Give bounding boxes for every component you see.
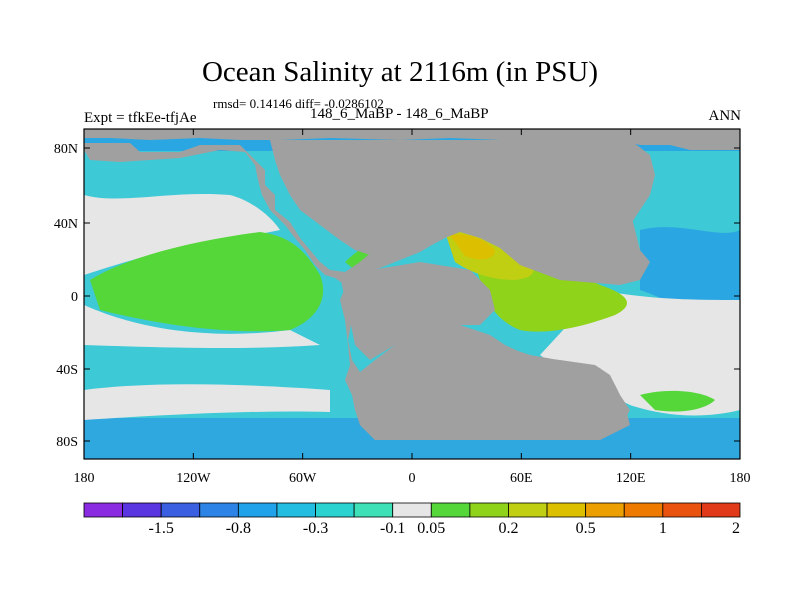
y-tick-label: 40N <box>54 217 78 232</box>
colorbar-labels: -1.5 -0.8 -0.3 -0.1 0.05 0.2 0.5 1 2 <box>149 520 740 537</box>
colorbar-label: -0.1 <box>380 520 405 537</box>
colorbar-swatch <box>701 502 741 518</box>
positive-anomaly-south <box>640 390 715 412</box>
colorbar-label: 2 <box>732 520 740 537</box>
colorbar-swatch <box>353 502 394 518</box>
colorbar-swatch <box>392 502 432 518</box>
x-tick-label: 180 <box>730 471 751 486</box>
colorbar-swatch <box>430 502 471 518</box>
y-tick-label: 40S <box>56 363 78 378</box>
southern-continent <box>355 335 630 446</box>
colorbar-swatch <box>546 502 587 518</box>
colorbar-label: 0.5 <box>576 520 596 537</box>
season-label: ANN <box>708 108 742 124</box>
colorbar <box>83 502 741 518</box>
colorbar-swatch <box>623 502 664 518</box>
colorbar-swatch <box>662 502 702 518</box>
x-axis: 180 120W 60W 0 60E 120E 180 <box>74 129 751 486</box>
colorbar-swatch <box>508 502 548 518</box>
experiment-label: Expt = tfkEe-tfjAe <box>84 110 197 126</box>
x-tick-label: 180 <box>74 471 95 486</box>
colorbar-swatch <box>315 502 355 518</box>
x-tick-label: 60E <box>510 471 533 486</box>
colorbar-swatch <box>276 502 316 518</box>
north-neutral-band <box>84 193 280 275</box>
map-title: Ocean Salinity at 2116m (in PSU) <box>201 56 599 88</box>
y-axis: 80N 40N 0 40S 80S <box>54 142 740 450</box>
colorbar-label: -0.8 <box>226 520 251 537</box>
colorbar-swatch <box>199 502 239 518</box>
northern-continent <box>270 140 655 262</box>
colorbar-swatch <box>585 502 625 518</box>
map-field <box>84 129 740 459</box>
y-tick-label: 80N <box>54 142 78 157</box>
colorbar-label: -0.3 <box>303 520 328 537</box>
x-tick-label: 120E <box>616 471 646 486</box>
south-neutral-band <box>84 384 330 420</box>
colorbar-label: -1.5 <box>149 520 174 537</box>
peak-anomaly-east <box>450 234 495 260</box>
x-tick-label: 60W <box>289 471 317 486</box>
colorbar-swatch <box>469 502 509 518</box>
colorbar-swatch <box>83 502 123 518</box>
colorbar-swatch <box>160 502 201 518</box>
colorbar-swatch <box>237 502 278 518</box>
central-continent <box>340 262 495 360</box>
colorbar-swatch <box>122 502 162 518</box>
colorbar-label: 1 <box>659 520 667 537</box>
colorbar-label: 0.2 <box>498 520 518 537</box>
y-tick-label: 0 <box>71 290 78 305</box>
colorbar-label: 0.05 <box>417 520 445 537</box>
map-subtitle: 148_6_MaBP - 148_6_MaBP <box>310 106 489 122</box>
stats-text: rmsd= 0.14146 diff= -0.0286102 <box>213 96 384 111</box>
south-ocean-strip <box>84 440 740 459</box>
positive-anomaly-west <box>90 232 324 332</box>
equatorial-neutral-band <box>84 305 320 349</box>
arctic-land-edge <box>84 129 740 150</box>
y-tick-label: 80S <box>56 435 78 450</box>
x-tick-label: 0 <box>409 471 416 486</box>
x-tick-label: 120W <box>176 471 211 486</box>
